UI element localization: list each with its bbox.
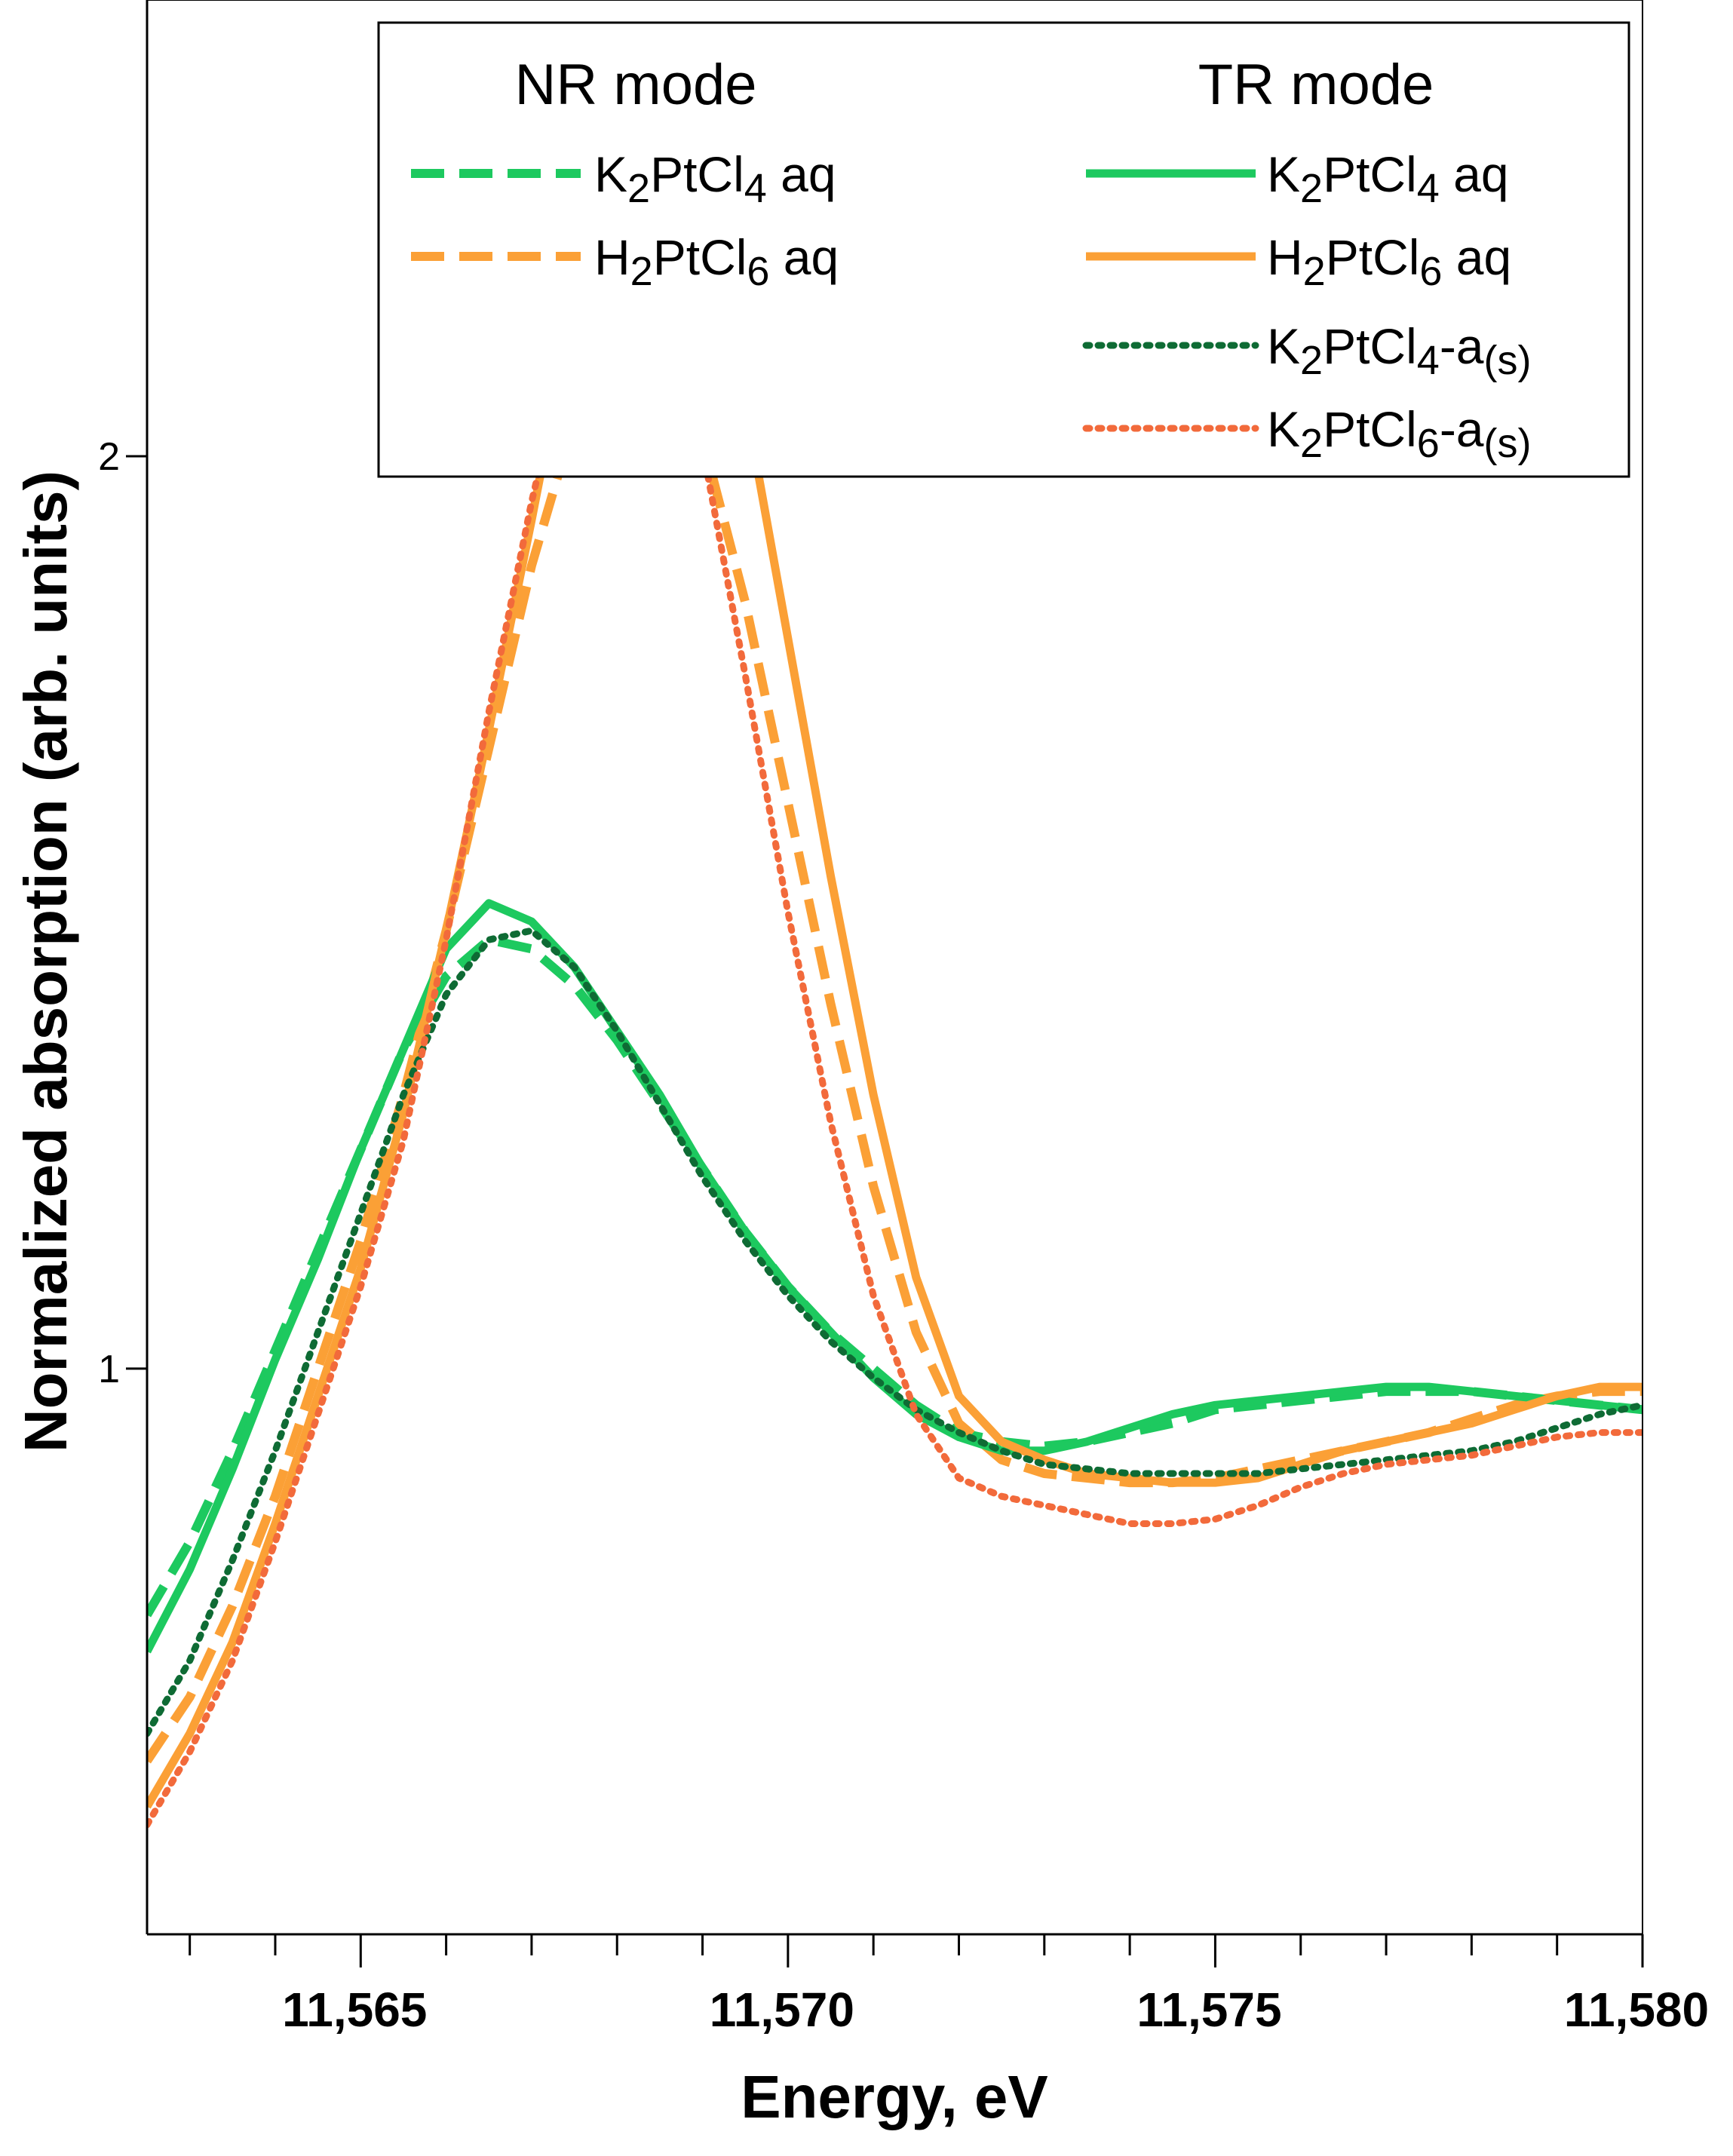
legend-label: K2PtCl6-a(s) [1267, 401, 1531, 466]
series-line-tr-3 [147, 151, 1643, 1809]
legend-label: H2PtCl6 aq [594, 229, 839, 294]
plot-area [147, 151, 1643, 1829]
legend-label: H2PtCl6 aq [1267, 229, 1511, 294]
y-tick-label: 2 [98, 435, 120, 479]
legend-header-tr: TR mode [1198, 53, 1434, 117]
series-line-nr-1 [147, 333, 1643, 1764]
series-line-nr-0 [147, 935, 1643, 1618]
legend-header-nr: NR mode [515, 53, 757, 117]
legend-entries: K2PtCl4 aq H2PtCl6 aq K2PtCl4 aq H2PtCl6 aq… [411, 146, 1531, 466]
y-tick-label: 1 [98, 1348, 120, 1391]
series-line-tr-5 [147, 225, 1643, 1829]
legend-frame [377, 21, 1630, 478]
series-line-tr-2 [147, 899, 1643, 1654]
x-axis-title: Energy, eV [741, 2063, 1048, 2130]
x-tick-label: 11,575 [1136, 1983, 1281, 2037]
legend-label: K2PtCl4 aq [1267, 146, 1509, 211]
legend-label: K2PtCl4-a(s) [1267, 318, 1531, 383]
series-line-tr-4 [147, 927, 1643, 1737]
x-tick-label: 11,570 [710, 1983, 854, 2037]
y-axis-title: Normalized absorption (arb. units) [12, 471, 79, 1452]
x-tick-label: 11,580 [1564, 1983, 1709, 2037]
series-group [147, 151, 1643, 1829]
axes: 11,565 11,570 11,575 11,580 1 2 [98, 0, 1709, 2037]
legend-label: K2PtCl4 aq [594, 146, 836, 211]
x-tick-label: 11,565 [282, 1983, 427, 2037]
